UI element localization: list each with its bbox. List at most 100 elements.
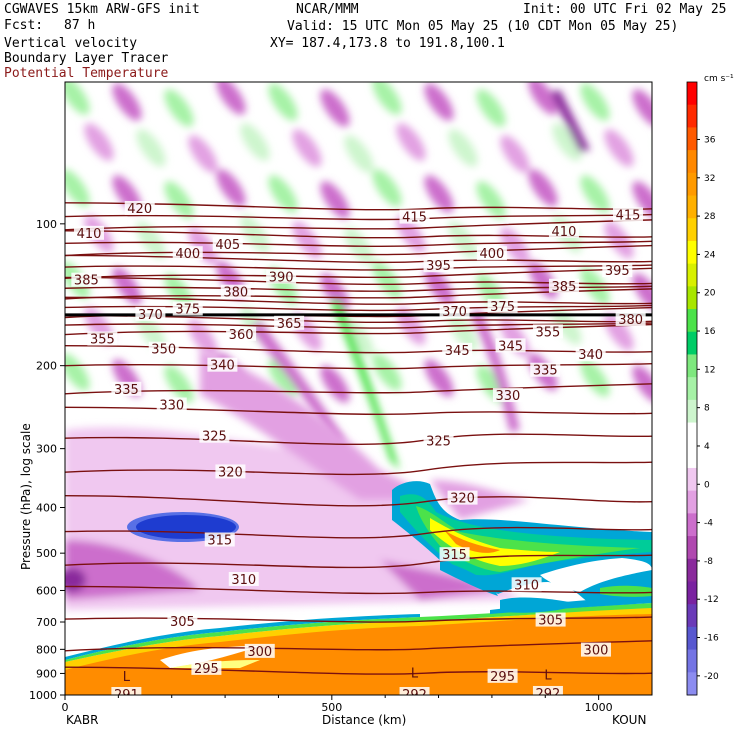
- isentrope-line: [65, 230, 652, 239]
- colorbar-label: 8: [704, 404, 710, 414]
- isentrope-line: [65, 296, 652, 305]
- isentrope-label-bg: [135, 306, 166, 321]
- wave-cell: [476, 181, 506, 219]
- field-vertical-velocity: Vertical velocity: [4, 36, 138, 51]
- colorbar-label: 16: [704, 327, 716, 337]
- y-axis-title: Pressure (hPa), log scale: [19, 423, 33, 570]
- colorbar-label: 36: [704, 135, 716, 145]
- wave-cell: [448, 129, 478, 167]
- colorbar: 36 32 28 24 20 16 12 8 4 0 -4 -8 -12 -16 -20: [686, 81, 719, 696]
- y-tick-label: 100: [36, 218, 57, 231]
- left-station-label: KABR: [66, 713, 98, 727]
- isentrope-label-bg: [476, 246, 507, 261]
- isentrope-label: 390: [269, 271, 294, 286]
- isentrope-label: 305: [170, 615, 195, 630]
- wave-cell: [632, 181, 652, 219]
- colorbar-swatch: [687, 172, 697, 197]
- isentrope-label: 320: [218, 465, 243, 480]
- isentrope-line: [65, 322, 652, 329]
- forecast-hour: 87 h: [64, 18, 96, 33]
- isentrope-line: [65, 267, 652, 280]
- potential-temperature-labels: 420 415 415 410 410 405 400 400 395 395 390 385 385 3…: [71, 200, 646, 703]
- wave-cell: [448, 313, 478, 351]
- colorbar-swatch: [687, 377, 697, 401]
- isentrope-label-bg: [266, 269, 297, 284]
- colorbar-swatch: [687, 399, 697, 424]
- isentrope-label-bg: [124, 200, 155, 215]
- wave-cell: [344, 319, 374, 357]
- isentrope-label: 340: [210, 359, 235, 374]
- isentrope-label-bg: [535, 612, 566, 627]
- colorbar-label: 0: [704, 480, 710, 490]
- wave-cell: [604, 313, 634, 351]
- right-station-label: KOUN: [612, 713, 646, 727]
- colorbar-swatch: [687, 354, 697, 378]
- colorbar-swatch: [687, 286, 697, 310]
- isentrope-line: [65, 264, 652, 271]
- isentrope-label: 315: [207, 534, 232, 549]
- wave-cell: [552, 123, 582, 161]
- colorbar-swatch: [687, 195, 697, 219]
- wave-cell: [164, 181, 194, 219]
- isentrope-label: 380: [223, 286, 248, 301]
- wave-cell: [216, 169, 246, 207]
- x-axis-title: Distance (km): [322, 713, 406, 727]
- isentrope-label-bg: [191, 660, 222, 675]
- colorbar-frame: [686, 81, 698, 696]
- wave-cell: [424, 83, 454, 121]
- isentrope-label: 385: [552, 280, 577, 295]
- isentrope-label: 410: [552, 225, 577, 240]
- isentrope-label: 292: [402, 688, 427, 703]
- isentrope-label-bg: [575, 347, 606, 362]
- isentrope-label: 345: [445, 344, 470, 359]
- colorbar-swatch: [687, 672, 697, 696]
- colorbar-label: -8: [704, 557, 713, 567]
- isentrope-label: 355: [90, 333, 115, 348]
- isentrope-label-bg: [74, 225, 105, 240]
- y-tick-label: 700: [36, 616, 57, 629]
- isentrope-label: 385: [74, 274, 99, 289]
- isentrope-label: 400: [479, 247, 504, 262]
- isentrope-label-bg: [156, 397, 187, 412]
- isentrope-label: 330: [496, 389, 521, 404]
- isentrope-label: 310: [514, 578, 539, 593]
- wave-cell: [65, 353, 90, 391]
- isentrope-label: 335: [533, 364, 558, 379]
- colorbar-swatch: [687, 331, 697, 355]
- isentrope-label-bg: [244, 643, 275, 658]
- y-tick-label: 300: [36, 443, 57, 456]
- wave-cell: [320, 273, 350, 311]
- isentrope-label: 305: [538, 614, 563, 629]
- isentrope-line: [65, 526, 652, 539]
- wave-cell: [372, 261, 402, 299]
- isentrope-label-bg: [111, 381, 142, 396]
- x-tick-label: 1000: [585, 701, 613, 714]
- wave-cell: [188, 319, 218, 357]
- isentrope-line: [65, 666, 652, 675]
- wave-cell: [396, 123, 426, 161]
- wave-cell: [240, 123, 270, 161]
- isentrope-label-bg: [199, 428, 230, 443]
- isentrope-label: 292: [536, 687, 561, 702]
- isentrope-label: 410: [77, 227, 102, 242]
- isentrope-line: [65, 433, 652, 446]
- wave-cell: [216, 82, 246, 115]
- isentrope-label-bg: [602, 263, 633, 278]
- isentrope-label-bg: [399, 209, 430, 224]
- isentrope-label: 295: [490, 670, 515, 685]
- isentrope-label-bg: [87, 331, 118, 346]
- isentrope-label: 315: [442, 548, 467, 563]
- isentrope-label-bg: [274, 315, 305, 330]
- wave-cell: [164, 273, 194, 311]
- isentrope-label-bg: [148, 341, 179, 356]
- wave-cell: [632, 273, 652, 311]
- isentrope-line: [65, 288, 652, 300]
- isentrope-label: 335: [114, 383, 139, 398]
- isentrope-line: [65, 276, 652, 286]
- isentrope-line: [65, 383, 652, 395]
- wave-cell: [136, 129, 166, 167]
- colorbar-swatch: [687, 581, 697, 605]
- colorbar-label: -4: [704, 519, 713, 529]
- isentrope-label-bg: [204, 532, 235, 547]
